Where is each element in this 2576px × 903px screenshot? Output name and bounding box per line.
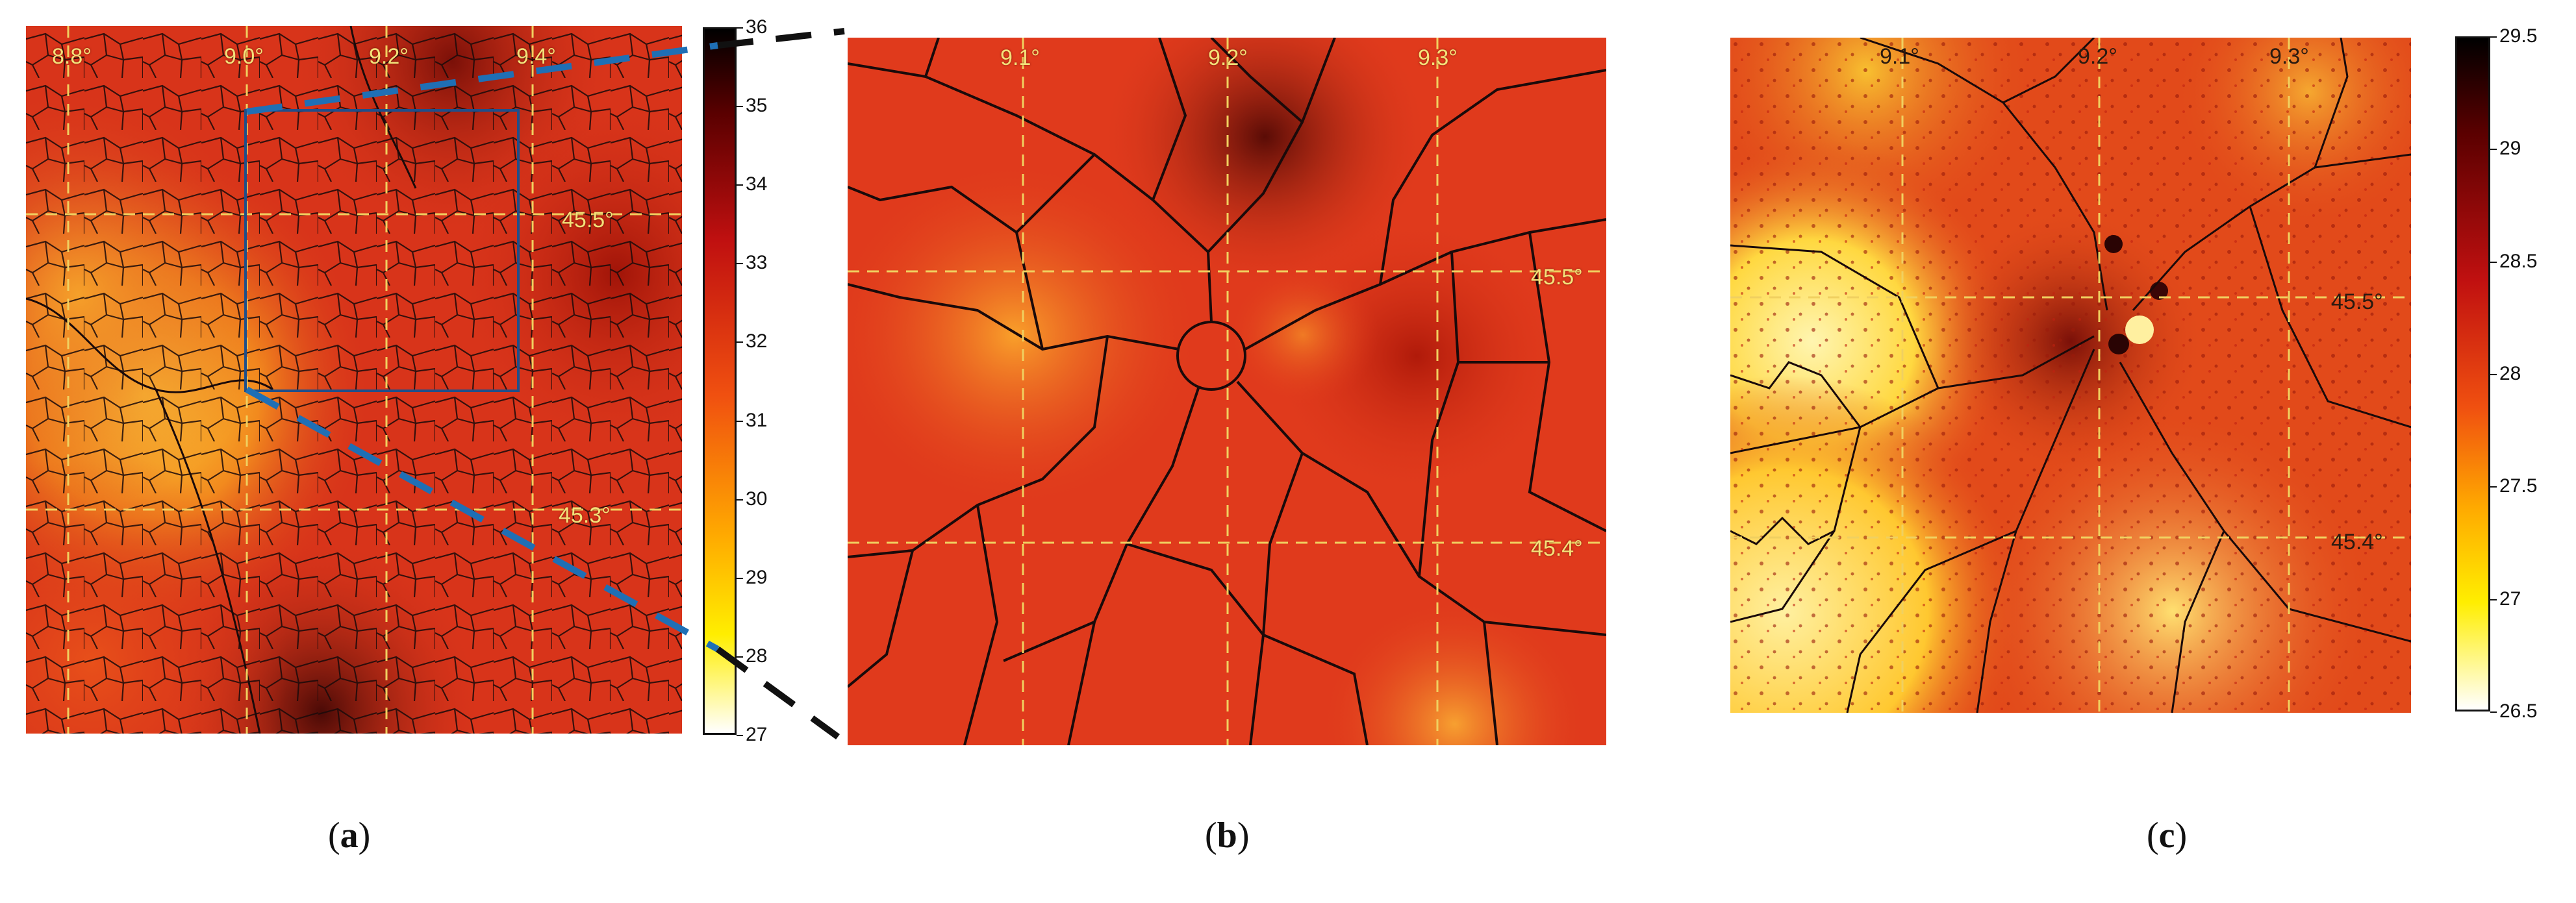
caption-c: (c) [2147, 815, 2187, 856]
caption-a-letter: a [340, 815, 359, 856]
colorbar-a-tick-label: 35 [746, 95, 768, 117]
lat-label-c-1: 45.4° [2331, 530, 2383, 554]
caption-c-letter: c [2158, 815, 2175, 856]
lat-label-b-1: 45.4° [1531, 536, 1583, 561]
colorbar-a-tick-label: 36 [746, 16, 768, 38]
lon-label-a-2: 9.2° [369, 44, 409, 69]
colorbar-c-tick-label: 28 [2499, 363, 2521, 384]
lon-label-b-1: 9.2° [1208, 45, 1248, 70]
colorbar-c-tick-label: 27 [2499, 588, 2521, 610]
colorbar-c-tick-label: 28.5 [2499, 250, 2538, 272]
lon-label-c-1: 9.2° [2078, 44, 2117, 69]
map-panel-b: 9.1° 9.2° 9.3° 45.5° 45.4° [848, 38, 1606, 745]
colorbar-a-tick-mark [737, 735, 743, 736]
caption-b-letter: b [1217, 815, 1237, 856]
colorbar-c-tick-mark [2490, 149, 2497, 151]
colorbar-a-tick-label: 28 [746, 645, 768, 667]
colorbar-a-tick-mark [737, 577, 743, 579]
colorbar-c-tick-mark [2490, 711, 2497, 713]
colorbar-a-tick-label: 29 [746, 566, 768, 588]
colorbar-c [2455, 36, 2490, 711]
colorbar-a-tick-mark [737, 263, 743, 265]
lat-label-c-0: 45.5° [2331, 290, 2383, 314]
caption-a: (a) [328, 815, 370, 856]
colorbar-c-tick-mark [2490, 599, 2497, 600]
colorbar-a-tick-mark [737, 184, 743, 186]
heatmap-b [848, 38, 1606, 745]
colorbar-a-tick-mark [737, 420, 743, 422]
heatmap-c [1730, 38, 2411, 713]
caption-a-close: ) [358, 815, 371, 856]
lon-label-a-1: 9.0° [224, 44, 264, 69]
colorbar-a-tick-mark [737, 499, 743, 501]
lon-label-c-2: 9.3° [2269, 44, 2309, 69]
caption-b-close: ) [1237, 815, 1250, 856]
colorbar-a-tick-mark [737, 656, 743, 658]
lon-label-b-2: 9.3° [1418, 45, 1458, 70]
colorbar-a-tick-mark [737, 27, 743, 29]
lon-label-a-0: 8.8° [52, 44, 92, 69]
colorbar-a-tick-label: 27 [746, 724, 768, 745]
caption-c-close: ) [2175, 815, 2188, 856]
colorbar-a-tick-label: 34 [746, 173, 768, 195]
map-panel-c: 9.1° 9.2° 9.3° 45.5° 45.4° [1730, 38, 2411, 713]
lat-label-a-0: 45.5° [562, 208, 614, 232]
colorbar-c-tick-label: 29.5 [2499, 25, 2538, 47]
colorbar-a-tick-label: 33 [746, 252, 768, 274]
colorbar-a-tick-label: 31 [746, 409, 768, 431]
lat-label-a-1: 45.3° [559, 503, 611, 528]
colorbar-c-tick-mark [2490, 486, 2497, 488]
lat-label-b-0: 45.5° [1531, 265, 1583, 290]
colorbar-c-tick-label: 27.5 [2499, 475, 2538, 497]
colorbar-c-tick-mark [2490, 261, 2497, 263]
colorbar-a-tick-label: 30 [746, 488, 768, 510]
colorbar-c-tick-mark [2490, 374, 2497, 375]
colorbar-a-tick-mark [737, 106, 743, 108]
lon-label-b-0: 9.1° [1000, 45, 1040, 70]
colorbar-a [703, 27, 737, 735]
colorbar-a-tick-mark [737, 341, 743, 343]
lon-label-c-0: 9.1° [1880, 44, 1919, 69]
colorbar-c-tick-label: 26.5 [2499, 700, 2538, 722]
lon-label-a-3: 9.4° [516, 44, 556, 69]
heatmap-a [26, 26, 682, 734]
map-panel-a: 8.8° 9.0° 9.2° 9.4° 45.5° 45.3° [26, 26, 682, 734]
colorbar-c-tick-mark [2490, 36, 2497, 38]
caption-c-open: ( [2147, 815, 2159, 856]
caption-a-open: ( [328, 815, 340, 856]
caption-b: (b) [1205, 815, 1249, 856]
colorbar-c-tick-label: 29 [2499, 138, 2521, 160]
colorbar-a-tick-label: 32 [746, 330, 768, 353]
caption-b-open: ( [1205, 815, 1217, 856]
